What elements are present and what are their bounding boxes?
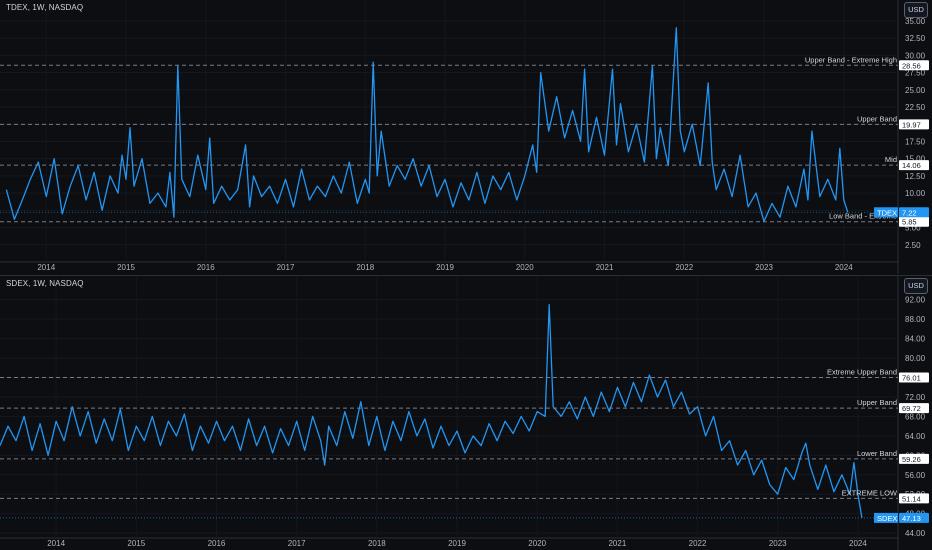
level-value-tag <box>899 160 929 171</box>
time-axis-label: 2019 <box>448 539 466 548</box>
price-axis-label: 64.00 <box>905 432 926 441</box>
level-value-tag <box>899 372 929 383</box>
time-axis-label: 2022 <box>675 263 693 272</box>
sdex-currency-button[interactable]: USD <box>904 278 928 294</box>
price-axis-label: 88.00 <box>905 315 926 324</box>
time-axis-label: 2021 <box>596 263 614 272</box>
level-value-tag <box>899 453 929 464</box>
last-price-value: 7.22 <box>902 208 917 217</box>
price-axis-label: 25.00 <box>905 86 926 95</box>
time-axis-label: 2022 <box>689 539 707 548</box>
time-axis-label: 2016 <box>197 263 215 272</box>
price-axis-label: 68.00 <box>905 412 926 421</box>
time-axis-label: 2017 <box>277 263 295 272</box>
time-axis-label: 2014 <box>47 539 65 548</box>
time-axis-label: 2018 <box>356 263 374 272</box>
price-axis-label: 44.00 <box>905 529 926 538</box>
time-axis-label: 2019 <box>436 263 454 272</box>
level-line-label: EXTREME LOW <box>842 488 898 497</box>
tdex-currency-button[interactable]: USD <box>904 2 928 18</box>
level-value-tag <box>899 493 929 504</box>
last-price-value-tag <box>899 207 929 218</box>
tdex-symbol-title: TDEX, 1W, NASDAQ <box>6 3 84 12</box>
tdex-chart-svg[interactable]: 35.0032.5030.0027.5025.0022.5020.0017.50… <box>0 0 932 275</box>
level-value-text: 59.26 <box>902 455 921 464</box>
price-axis-label: 2.50 <box>905 241 921 250</box>
last-price-symbol: SDEX <box>877 514 897 523</box>
time-axis-label: 2016 <box>208 539 226 548</box>
last-price-symbol-tag <box>874 207 898 218</box>
price-axis-label: 35.00 <box>905 17 926 26</box>
price-axis-label: 17.50 <box>905 137 926 146</box>
last-price-symbol: TDEX <box>877 208 897 217</box>
price-axis-label: 92.00 <box>905 296 926 305</box>
pane-divider[interactable] <box>0 275 932 276</box>
level-line-label: Lower Band <box>857 449 897 458</box>
sdex-series-line <box>0 303 863 519</box>
time-axis-label: 2018 <box>368 539 386 548</box>
level-value-text: 5.85 <box>902 218 917 227</box>
level-line-label: Low Band - Extreme <box>829 212 897 221</box>
time-axis-label: 2014 <box>37 263 55 272</box>
level-line-label: Upper Band <box>857 114 897 123</box>
time-axis-label: 2015 <box>117 263 135 272</box>
price-axis-label: 80.00 <box>905 354 926 363</box>
time-axis-label: 2015 <box>127 539 145 548</box>
sdex-chart-svg[interactable]: 92.0088.0084.0080.0076.0072.0068.0064.00… <box>0 276 932 550</box>
time-axis-label: 2017 <box>288 539 306 548</box>
level-value-tag <box>899 60 929 71</box>
time-axis-label: 2024 <box>835 263 853 272</box>
price-axis-label: 32.50 <box>905 34 926 43</box>
time-axis-label: 2020 <box>528 539 546 548</box>
level-line-label: Extreme Upper Band <box>827 367 897 376</box>
level-line-label: Mid <box>885 155 897 164</box>
sdex-chart-pane[interactable]: 92.0088.0084.0080.0076.0072.0068.0064.00… <box>0 276 932 550</box>
sdex-symbol-title: SDEX, 1W, NASDAQ <box>6 279 84 288</box>
price-axis-label: 27.50 <box>905 69 926 78</box>
level-line-label: Upper Band - Extreme High <box>805 55 897 64</box>
price-axis-label: 72.00 <box>905 393 926 402</box>
level-value-text: 76.01 <box>902 373 921 382</box>
tdex-chart-pane[interactable]: 35.0032.5030.0027.5025.0022.5020.0017.50… <box>0 0 932 275</box>
price-axis-label: 30.00 <box>905 51 926 60</box>
time-axis-label: 2023 <box>755 263 773 272</box>
last-price-value-tag <box>899 512 929 523</box>
price-axis-label: 12.50 <box>905 172 926 181</box>
price-axis-label: 84.00 <box>905 335 926 344</box>
level-line-label: Upper Band <box>857 398 897 407</box>
level-value-tag <box>899 119 929 130</box>
level-value-text: 19.97 <box>902 120 921 129</box>
last-price-symbol-tag <box>874 512 898 523</box>
time-axis-label: 2020 <box>516 263 534 272</box>
price-axis-area <box>898 0 932 274</box>
price-axis-label: 56.00 <box>905 471 926 480</box>
last-price-value: 47.13 <box>902 514 921 523</box>
level-value-text: 28.56 <box>902 61 921 70</box>
level-value-tag <box>899 216 929 227</box>
level-value-text: 14.06 <box>902 161 921 170</box>
price-axis-label: 5.00 <box>905 224 921 233</box>
time-axis-label: 2023 <box>769 539 787 548</box>
level-value-tag <box>899 403 929 414</box>
time-axis-label: 2021 <box>608 539 626 548</box>
price-axis-label: 15.00 <box>905 155 926 164</box>
price-axis-label: 22.50 <box>905 103 926 112</box>
level-value-text: 69.72 <box>902 404 921 413</box>
level-value-text: 51.14 <box>902 494 921 503</box>
time-axis-label: 2024 <box>849 539 867 548</box>
price-axis-label: 10.00 <box>905 189 926 198</box>
